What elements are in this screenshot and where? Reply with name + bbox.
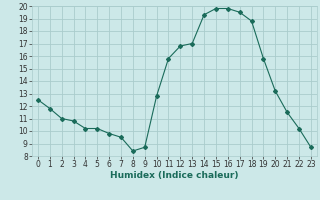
X-axis label: Humidex (Indice chaleur): Humidex (Indice chaleur) [110,171,239,180]
